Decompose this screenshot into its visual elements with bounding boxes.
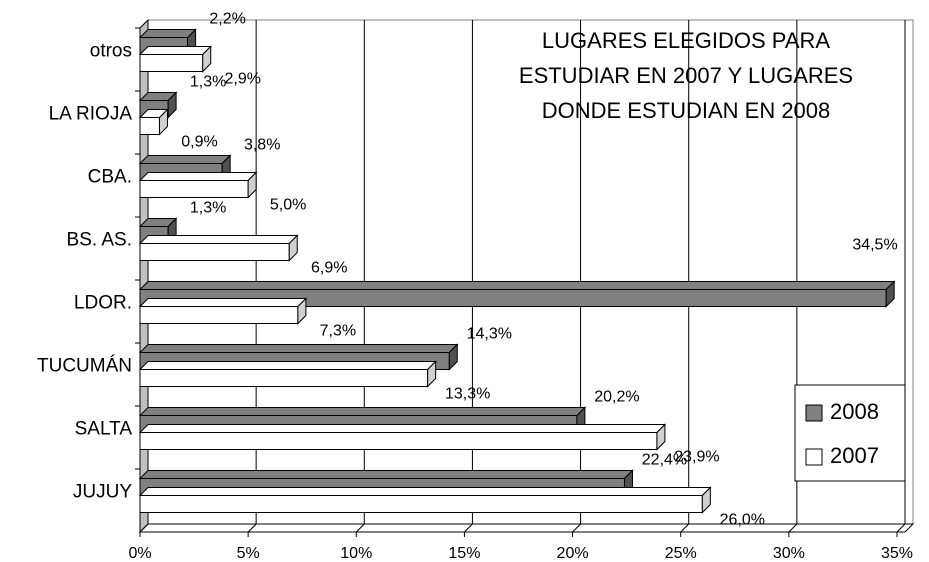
data-label: 14,3% bbox=[467, 326, 512, 343]
y-tick-label: SALTA bbox=[75, 419, 133, 440]
bar-top bbox=[138, 155, 232, 164]
data-label: 5,0% bbox=[270, 197, 306, 214]
bar-top bbox=[138, 235, 299, 244]
bar-front bbox=[139, 54, 204, 72]
y-tick-label: LA RIOJA bbox=[49, 104, 133, 125]
bar-side bbox=[656, 423, 666, 451]
data-label: 6,9% bbox=[311, 260, 347, 277]
bar-top bbox=[138, 29, 197, 38]
y-tick-label: LDOR. bbox=[74, 293, 132, 314]
bar-front bbox=[139, 180, 249, 198]
floor bbox=[138, 523, 915, 533]
y-tick-label: CBA. bbox=[88, 167, 132, 188]
bar-front bbox=[139, 306, 299, 324]
bar-side bbox=[202, 45, 212, 73]
y-tick-label: BS. AS. bbox=[67, 230, 132, 251]
x-tick-label: 0% bbox=[128, 545, 151, 562]
legend-swatch bbox=[805, 448, 823, 466]
data-label: 1,3% bbox=[190, 200, 226, 217]
bar-front bbox=[139, 243, 290, 261]
title-line: LUGARES ELEGIDOS PARA bbox=[542, 28, 830, 53]
data-label: 20,2% bbox=[594, 389, 639, 406]
bar-side bbox=[158, 108, 168, 136]
bar-side bbox=[297, 297, 307, 325]
bar-front bbox=[139, 495, 703, 513]
grid-line bbox=[680, 20, 690, 533]
data-label: 2,2% bbox=[209, 11, 245, 28]
x-tick-label: 20% bbox=[557, 545, 589, 562]
bar bbox=[138, 297, 308, 325]
y-tick-label: otros bbox=[90, 41, 132, 62]
bar-top bbox=[138, 46, 212, 55]
x-tick-label: 30% bbox=[773, 545, 805, 562]
bar-side bbox=[427, 360, 437, 388]
x-tick-label: 15% bbox=[448, 545, 480, 562]
bar-side bbox=[288, 234, 298, 262]
data-label: 7,3% bbox=[320, 323, 356, 340]
bar-side bbox=[247, 171, 257, 199]
bar-top bbox=[138, 344, 459, 353]
bar-top bbox=[138, 487, 712, 496]
grid-line bbox=[572, 20, 582, 533]
chart-title: LUGARES ELEGIDOS PARA ESTUDIAR EN 2007 Y… bbox=[519, 28, 853, 123]
bar-front bbox=[139, 369, 429, 387]
bar bbox=[138, 280, 896, 308]
data-label: 2,9% bbox=[224, 71, 260, 88]
data-label: 0,9% bbox=[181, 134, 217, 151]
bar-top bbox=[138, 298, 308, 307]
bar bbox=[138, 171, 258, 199]
bar bbox=[138, 360, 437, 388]
data-label: 1,3% bbox=[190, 74, 226, 91]
bar-top bbox=[138, 172, 258, 181]
bar bbox=[138, 234, 299, 262]
x-tick-label: 5% bbox=[237, 545, 260, 562]
legend: 2008 2007 bbox=[794, 384, 906, 482]
grid-line bbox=[896, 20, 906, 533]
bar bbox=[138, 486, 712, 514]
bar-top bbox=[138, 470, 634, 479]
title-line: ESTUDIAR EN 2007 Y LUGARES bbox=[519, 63, 853, 88]
data-label: 22,4% bbox=[642, 452, 687, 469]
bar-side bbox=[448, 343, 458, 371]
title-line: DONDE ESTUDIAN EN 2008 bbox=[542, 98, 831, 123]
bar bbox=[138, 423, 667, 451]
bar-top bbox=[138, 407, 587, 416]
data-label: 23,9% bbox=[674, 449, 719, 466]
x-tick-label: 35% bbox=[881, 545, 913, 562]
legend-label: 2008 bbox=[830, 399, 879, 424]
bar-front bbox=[139, 117, 160, 135]
grid-line bbox=[788, 20, 798, 533]
x-tick-label: 25% bbox=[665, 545, 697, 562]
bar bbox=[138, 45, 212, 73]
legend-swatch bbox=[805, 404, 823, 422]
bar-top bbox=[138, 424, 667, 433]
grid-line bbox=[464, 20, 473, 533]
grid-line bbox=[355, 20, 365, 533]
bar-side bbox=[167, 91, 177, 119]
y-tick-label: JUJUY bbox=[73, 482, 132, 503]
data-label: 26,0% bbox=[720, 512, 765, 529]
data-label: 13,3% bbox=[445, 386, 490, 403]
y-tick-label: TUCUMÁN bbox=[37, 356, 132, 377]
bar-front bbox=[139, 432, 658, 450]
bar-top bbox=[138, 361, 437, 370]
data-label: 34,5% bbox=[852, 237, 897, 254]
bar-side bbox=[701, 486, 711, 514]
bar-top bbox=[138, 281, 896, 290]
bar bbox=[138, 108, 169, 136]
legend-label: 2007 bbox=[830, 443, 879, 468]
x-tick-label: 10% bbox=[340, 545, 372, 562]
bar-side bbox=[885, 280, 895, 308]
data-label: 3,8% bbox=[244, 137, 280, 154]
